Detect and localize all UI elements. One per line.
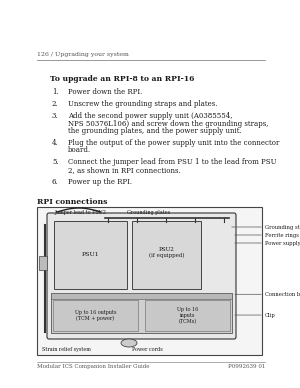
Text: P0992639 01: P0992639 01 bbox=[228, 364, 265, 369]
Bar bbox=[37, 207, 262, 355]
Text: To upgrade an RPI-8 to an RPI-16: To upgrade an RPI-8 to an RPI-16 bbox=[50, 75, 194, 83]
Bar bbox=[145, 300, 230, 331]
Text: 2.: 2. bbox=[52, 100, 59, 108]
Text: Connect the jumper lead from PSU 1 to the lead from PSU: Connect the jumper lead from PSU 1 to th… bbox=[68, 159, 277, 166]
Text: Power down the RPI.: Power down the RPI. bbox=[68, 88, 142, 96]
Text: PSU1: PSU1 bbox=[82, 252, 99, 257]
Text: board.: board. bbox=[68, 147, 91, 154]
Text: 1.: 1. bbox=[52, 88, 59, 96]
Text: RPI connections: RPI connections bbox=[37, 198, 107, 206]
Text: Unscrew the grounding straps and plates.: Unscrew the grounding straps and plates. bbox=[68, 100, 218, 108]
Text: Add the second power supply unit (A0385554,: Add the second power supply unit (A03855… bbox=[68, 112, 232, 120]
Text: Plug the output of the power supply unit into the connector: Plug the output of the power supply unit… bbox=[68, 139, 279, 147]
Text: the grounding plates, and the power supply unit.: the grounding plates, and the power supp… bbox=[68, 127, 242, 135]
Bar bbox=[132, 221, 201, 289]
Text: PSU2
(if equipped): PSU2 (if equipped) bbox=[149, 247, 184, 258]
Text: Up to 16 outputs
(TCM + power): Up to 16 outputs (TCM + power) bbox=[75, 310, 116, 321]
Text: Ferrite rings: Ferrite rings bbox=[265, 232, 299, 237]
Text: Connection boards: Connection boards bbox=[265, 292, 300, 297]
FancyBboxPatch shape bbox=[47, 213, 236, 339]
Bar bbox=[39, 256, 47, 270]
Text: Power supply cabling: Power supply cabling bbox=[265, 241, 300, 246]
Text: Jumper lead to PSU2: Jumper lead to PSU2 bbox=[54, 210, 106, 215]
Text: Modular ICS Companion Installer Guide: Modular ICS Companion Installer Guide bbox=[37, 364, 149, 369]
Bar bbox=[51, 293, 232, 299]
Text: Clip: Clip bbox=[265, 313, 276, 317]
Text: NPS 50376L106) and screw down the grounding straps,: NPS 50376L106) and screw down the ground… bbox=[68, 120, 268, 128]
Text: Grounding plates: Grounding plates bbox=[127, 210, 170, 215]
Text: 126 / Upgrading your system: 126 / Upgrading your system bbox=[37, 52, 129, 57]
Text: 5.: 5. bbox=[52, 159, 59, 166]
Bar bbox=[53, 300, 138, 331]
Text: Up to 16
inputs
(TCMs): Up to 16 inputs (TCMs) bbox=[177, 307, 198, 324]
Text: Strain relief system: Strain relief system bbox=[42, 347, 91, 352]
Text: 6.: 6. bbox=[52, 178, 59, 186]
Text: Grounding strap: Grounding strap bbox=[265, 225, 300, 229]
Bar bbox=[54, 221, 127, 289]
Ellipse shape bbox=[121, 339, 137, 347]
Text: 2, as shown in RPI connections.: 2, as shown in RPI connections. bbox=[68, 166, 181, 174]
Text: Power cords: Power cords bbox=[131, 347, 162, 352]
Bar bbox=[51, 293, 232, 333]
Text: Power up the RPI.: Power up the RPI. bbox=[68, 178, 132, 186]
Text: 4.: 4. bbox=[52, 139, 59, 147]
Text: 3.: 3. bbox=[52, 112, 59, 120]
